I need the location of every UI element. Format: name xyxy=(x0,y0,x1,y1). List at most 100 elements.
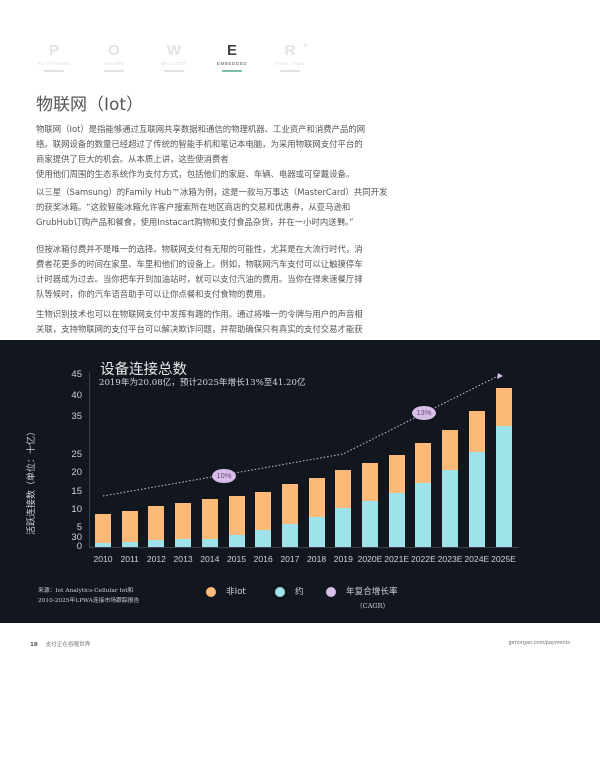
bar-2012 xyxy=(148,505,165,547)
page-number: 18 xyxy=(30,642,38,648)
bar-2019 xyxy=(335,469,352,547)
paragraph-line: 关联，支持物联网的支付平台可以解决欺诈问题，并帮助确保只有真实的支付交易才能获 xyxy=(36,324,363,334)
x-tick-label: 2023E xyxy=(437,554,463,564)
bar-segment-iot xyxy=(201,539,218,547)
nav-indicator xyxy=(222,70,242,72)
bar-segment-iot xyxy=(468,451,485,547)
page-footer: 18 支付正在吞噬世界 jpmorgan.com/payments xyxy=(30,640,570,648)
bar-segment-non-iot xyxy=(148,505,165,541)
nav-indicator xyxy=(164,70,184,72)
legend-item-iot: 约 xyxy=(275,586,304,598)
x-tick-label: 2017 xyxy=(280,554,300,564)
nav-label: WALLETS xyxy=(161,61,187,66)
nav-letter: W xyxy=(166,42,182,59)
chart-panel: 设备连接总数 2019年为20.08亿，预计2025年增长13%至41.20亿 … xyxy=(0,340,600,623)
bar-segment-iot xyxy=(228,535,245,547)
paragraph-line: GrubHub订购产品和餐食，使用Instacart购物和支付食品杂货，并在一小… xyxy=(36,217,354,227)
bar-2022E xyxy=(415,443,432,547)
legend-dot-icon xyxy=(206,587,216,597)
bar-2011 xyxy=(121,510,138,547)
paragraph-line: 商家提供了巨大的机会。从本质上讲，这些使消费者 xyxy=(36,154,229,164)
bar-segment-non-iot xyxy=(228,495,245,536)
nav-indicator xyxy=(104,70,124,72)
x-tick-label: 2025E xyxy=(491,554,516,564)
y-tick-label: 15 xyxy=(71,486,82,497)
footnote-ref: 42 xyxy=(338,219,345,225)
bar-2018 xyxy=(308,478,325,547)
bar-segment-non-iot xyxy=(255,491,272,530)
bar-segment-non-iot xyxy=(121,510,138,543)
x-tick-label: 2014 xyxy=(200,554,220,564)
bar-segment-iot xyxy=(362,500,378,547)
cagr-trend-line xyxy=(102,373,503,497)
bar-2021E xyxy=(388,454,405,547)
y-tick-label: 20 xyxy=(71,467,82,478)
bar-segment-iot xyxy=(175,539,192,547)
x-tick-label: 2016 xyxy=(253,554,273,564)
paragraph-line: 络。联网设备的数量已经超过了传统的智能手机和笔记本电脑，为采用物联网支付平台的 xyxy=(36,139,363,149)
y-tick-label: 30 xyxy=(71,532,82,543)
bar-segment-non-iot xyxy=(415,443,432,484)
bar-2010 xyxy=(95,513,111,547)
bar-2017 xyxy=(281,484,298,547)
y-tick-label: 35 xyxy=(71,411,82,422)
nav-plus-icon[interactable]: + xyxy=(302,40,309,52)
bar-2015 xyxy=(228,495,245,547)
bar-segment-non-iot xyxy=(442,429,459,470)
footer-section: 支付正在吞噬世界 xyxy=(45,642,91,648)
y-tick-label: 45 xyxy=(71,369,82,380)
paragraph-line: 物联网（Iot）是指能够通过互联网共享数据和通信的物理机器、工业资产和消费产品的… xyxy=(36,124,366,134)
paragraph-3: 但按冰箱付费并不是唯一的选择。物联网支付有无限的可能性，尤其是在大流行时代，消费… xyxy=(36,242,566,302)
nav-item-online[interactable]: O ONLINE xyxy=(92,42,136,72)
bar-segment-non-iot xyxy=(175,502,192,540)
nav-label: REAL TIME xyxy=(275,61,305,66)
bar-2013 xyxy=(175,502,192,547)
bar-segment-non-iot xyxy=(335,469,352,509)
nav-letter: R xyxy=(284,42,296,59)
bar-2025E xyxy=(495,388,512,547)
nav-indicator xyxy=(44,70,64,72)
bar-segment-iot xyxy=(388,493,405,547)
y-tick-label: 25 xyxy=(71,449,82,460)
y-tick-label: 40 xyxy=(71,390,82,401)
bar-segment-iot xyxy=(442,469,459,547)
bar-segment-non-iot xyxy=(281,484,298,524)
nav-label: ONLINE xyxy=(103,61,125,66)
chart-subtitle: 2019年为20.08亿，预计2025年增长13%至41.20亿 xyxy=(99,378,306,388)
bar-segment-iot xyxy=(281,523,298,547)
nav-item-embedded[interactable]: E EMBEDDED xyxy=(210,42,254,72)
bar-2014 xyxy=(201,499,218,547)
paragraph-4: 生物识别技术也可以在物联网支付中发挥有趣的作用。通过将唯一的令牌与用户的声音相关… xyxy=(36,307,566,337)
nav-item-wallets[interactable]: W WALLETS xyxy=(152,42,196,72)
x-tick-label: 2011 xyxy=(120,554,139,564)
paragraph-line: 计时器成为过去。当你把车开到加油站时，就可以支付汽油的费用。当你在得来速餐厅排 xyxy=(36,274,363,284)
bar-2024E xyxy=(468,411,485,547)
x-tick-label: 2019 xyxy=(333,554,353,564)
nav-label: EMBEDDED xyxy=(216,61,248,66)
bar-segment-iot xyxy=(415,483,432,547)
x-tick-label: 2010 xyxy=(93,554,113,564)
bar-segment-iot xyxy=(495,426,512,547)
source-line: 来源：Iot Analytics-Cellular Iot和 xyxy=(38,588,134,594)
nav-label: PLATFORMS xyxy=(37,61,71,66)
nav-item-real-time[interactable]: R REAL TIME xyxy=(268,42,312,72)
legend-item-cagr: 年复合增长率 （CAGR） xyxy=(326,586,398,612)
y-tick-label: 5 xyxy=(76,522,82,533)
x-tick-label: 2018 xyxy=(307,554,327,564)
bar-segment-non-iot xyxy=(308,478,325,517)
x-tick-label: 2020E xyxy=(357,554,383,564)
legend-label: 年复合增长率 （CAGR） xyxy=(346,587,398,610)
cagr-badge-13: 13% xyxy=(412,406,436,420)
bar-segment-non-iot xyxy=(388,454,405,494)
page-title: 物联网（Iot） xyxy=(36,95,144,115)
bar-segment-iot xyxy=(95,543,111,547)
footer-url[interactable]: jpmorgan.com/payments xyxy=(508,640,570,646)
bar-2020E xyxy=(362,463,378,547)
nav-letter: P xyxy=(48,42,59,59)
x-tick-label: 2012 xyxy=(146,554,166,564)
nav-item-platforms[interactable]: P PLATFORMS xyxy=(32,42,76,72)
legend-label: 非Iot xyxy=(226,587,246,597)
paragraph-line: 队等候时，你的汽车语音助手可以让你点餐和支付食物的费用。 xyxy=(36,289,271,299)
bar-2023E xyxy=(442,429,459,547)
paragraph-1: 物联网（Iot）是指能够通过互联网共享数据和通信的物理机器、工业资产和消费产品的… xyxy=(36,122,566,182)
